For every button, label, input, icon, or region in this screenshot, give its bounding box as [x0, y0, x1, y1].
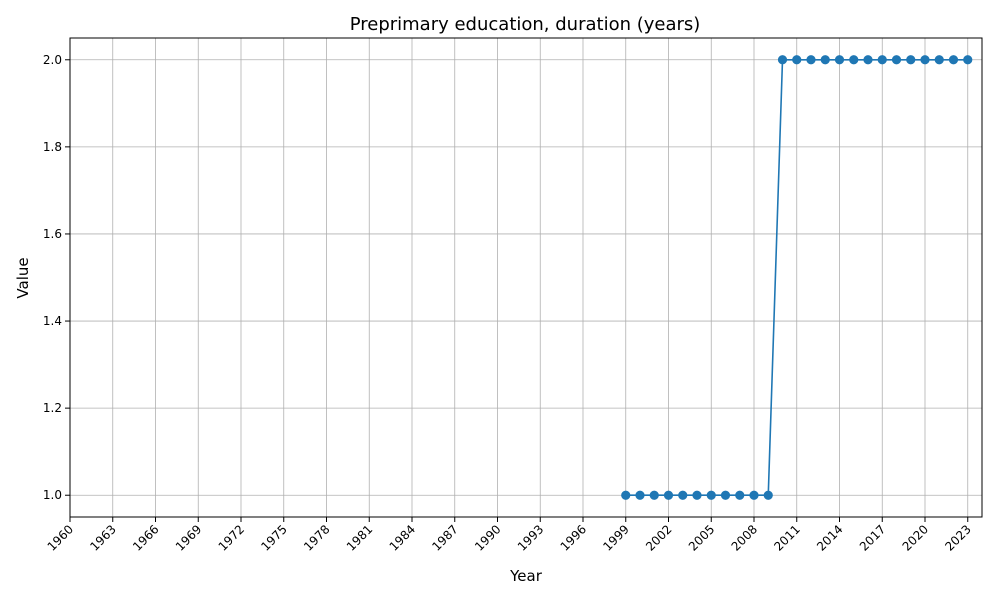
data-point — [663, 490, 674, 500]
x-axis-ticks: 1960 1963 1966 1969 1972 1975 1978 1981 1984 1987… — [45, 517, 974, 554]
data-point — [749, 490, 759, 500]
x-tick-label: 1963 — [87, 522, 118, 553]
data-point — [820, 55, 830, 65]
x-tick-label: 1969 — [173, 522, 204, 553]
x-tick-label: 1981 — [344, 522, 375, 553]
y-axis-ticks: 1.0 1.2 1.4 1.6 1.8 2.0 — [43, 53, 70, 502]
chart-title: Preprimary education, duration (years) — [350, 14, 701, 35]
data-point — [934, 55, 944, 65]
x-tick-label: 1978 — [301, 522, 332, 553]
x-tick-label: 2020 — [900, 522, 931, 553]
data-point — [948, 55, 959, 65]
data-point — [678, 490, 688, 500]
y-axis-label: Value — [14, 257, 32, 298]
x-tick-label: 1966 — [130, 522, 161, 553]
x-tick-label: 1960 — [45, 522, 76, 553]
x-tick-label: 2002 — [643, 522, 674, 553]
data-point — [834, 55, 845, 65]
data-point — [963, 55, 973, 65]
x-tick-label: 2014 — [814, 522, 845, 553]
x-tick-label: 1993 — [515, 522, 546, 553]
data-point — [877, 55, 887, 65]
data-point — [792, 55, 802, 65]
x-tick-label: 1990 — [472, 522, 503, 553]
data-point — [849, 55, 859, 65]
data-point — [706, 490, 716, 500]
data-point — [635, 490, 645, 500]
data-point — [692, 490, 702, 500]
data-point — [906, 55, 916, 65]
x-tick-label: 1984 — [387, 522, 418, 553]
x-axis-label: Year — [509, 567, 543, 585]
plot-area-frame — [69, 37, 983, 518]
x-tick-label: 1975 — [258, 522, 289, 553]
x-tick-label: 2005 — [686, 522, 717, 553]
data-point — [720, 490, 731, 500]
data-point — [735, 490, 745, 500]
x-tick-label: 1972 — [216, 522, 247, 553]
x-tick-label: 2008 — [729, 522, 760, 553]
x-tick-label: 1996 — [558, 522, 589, 553]
x-tick-label: 1987 — [429, 522, 460, 553]
data-point — [649, 490, 659, 500]
data-point — [891, 55, 902, 65]
y-tick-label: 1.2 — [43, 401, 62, 415]
x-tick-label: 2023 — [942, 522, 973, 553]
data-point — [806, 55, 816, 65]
x-tick-label: 2011 — [771, 522, 802, 553]
data-point — [763, 490, 773, 500]
x-tick-label: 1999 — [600, 522, 631, 553]
data-point — [777, 55, 788, 65]
y-tick-label: 1.8 — [43, 140, 62, 154]
y-tick-label: 1.0 — [43, 488, 62, 502]
y-tick-label: 1.4 — [43, 314, 62, 328]
data-point — [920, 55, 930, 65]
grid — [69, 38, 982, 517]
data-point — [621, 490, 631, 500]
series-markers — [621, 55, 973, 500]
data-point — [863, 55, 873, 65]
y-tick-label: 2.0 — [43, 53, 62, 67]
x-tick-label: 2017 — [857, 522, 888, 553]
y-tick-label: 1.6 — [43, 227, 62, 241]
